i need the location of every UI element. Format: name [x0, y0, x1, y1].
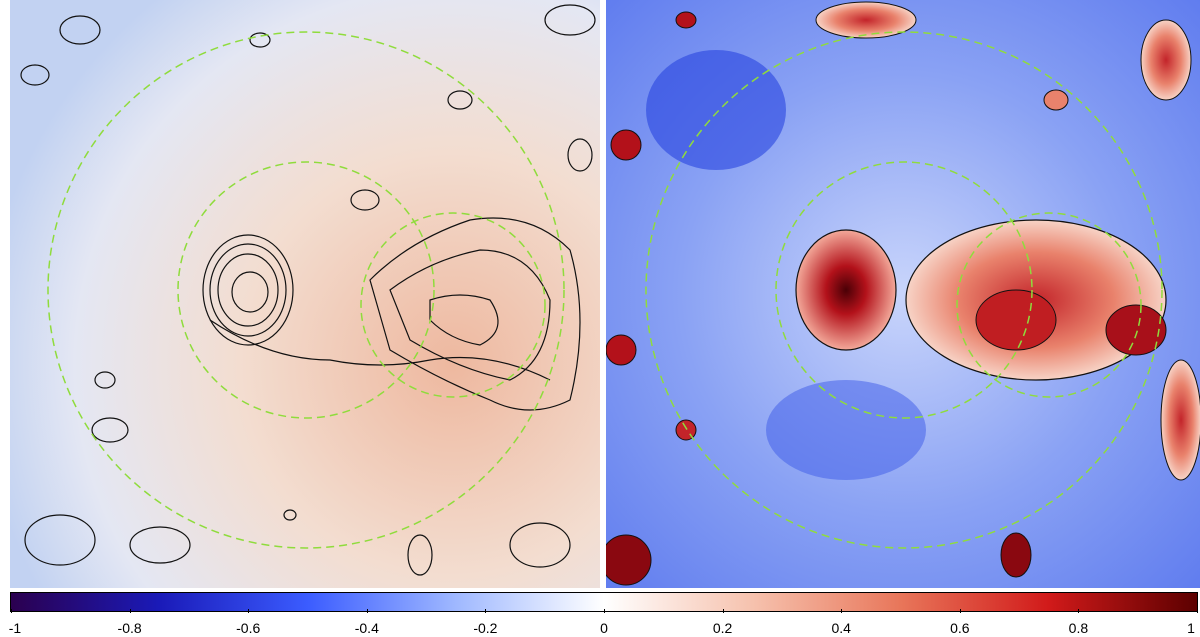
colorbar-tick-mark — [959, 609, 961, 613]
colorbar-tick-mark — [11, 609, 12, 613]
left-map-panel — [10, 0, 600, 588]
colorbar-tick-mark — [841, 609, 843, 613]
colorbar-tick-mark — [722, 609, 724, 613]
colorbar-tick-label: -0.8 — [117, 620, 142, 636]
colorbar-tick-mark — [248, 609, 250, 613]
colorbar-tick-label: -0.4 — [354, 620, 379, 636]
colorbar-tick-label: -0.2 — [473, 620, 498, 636]
right-map-panel — [606, 0, 1200, 588]
colorbar-tick-mark — [1078, 609, 1080, 613]
colorbar-tick-label: 0.6 — [950, 620, 970, 636]
colorbar-tick-label: -0.6 — [236, 620, 261, 636]
colorbar-tick-label: 0.4 — [831, 620, 851, 636]
colorbar-tick-label: -1 — [8, 620, 22, 636]
colorbar-tick-mark — [1197, 609, 1198, 613]
left-map-image — [10, 0, 600, 588]
colorbar-tick-mark — [129, 609, 131, 613]
colorbar-tick-label: 0.2 — [712, 620, 733, 636]
colorbar-tick-mark — [485, 609, 487, 613]
colorbar-tick-mark — [604, 609, 605, 613]
right-map-image — [606, 0, 1200, 588]
colorbar-tick-label: 1 — [1187, 620, 1195, 636]
colorbar-tick-label: 0.8 — [1068, 620, 1089, 636]
colorbar-tick-mark — [366, 609, 368, 613]
colorbar-tick-label: 0 — [600, 620, 608, 636]
